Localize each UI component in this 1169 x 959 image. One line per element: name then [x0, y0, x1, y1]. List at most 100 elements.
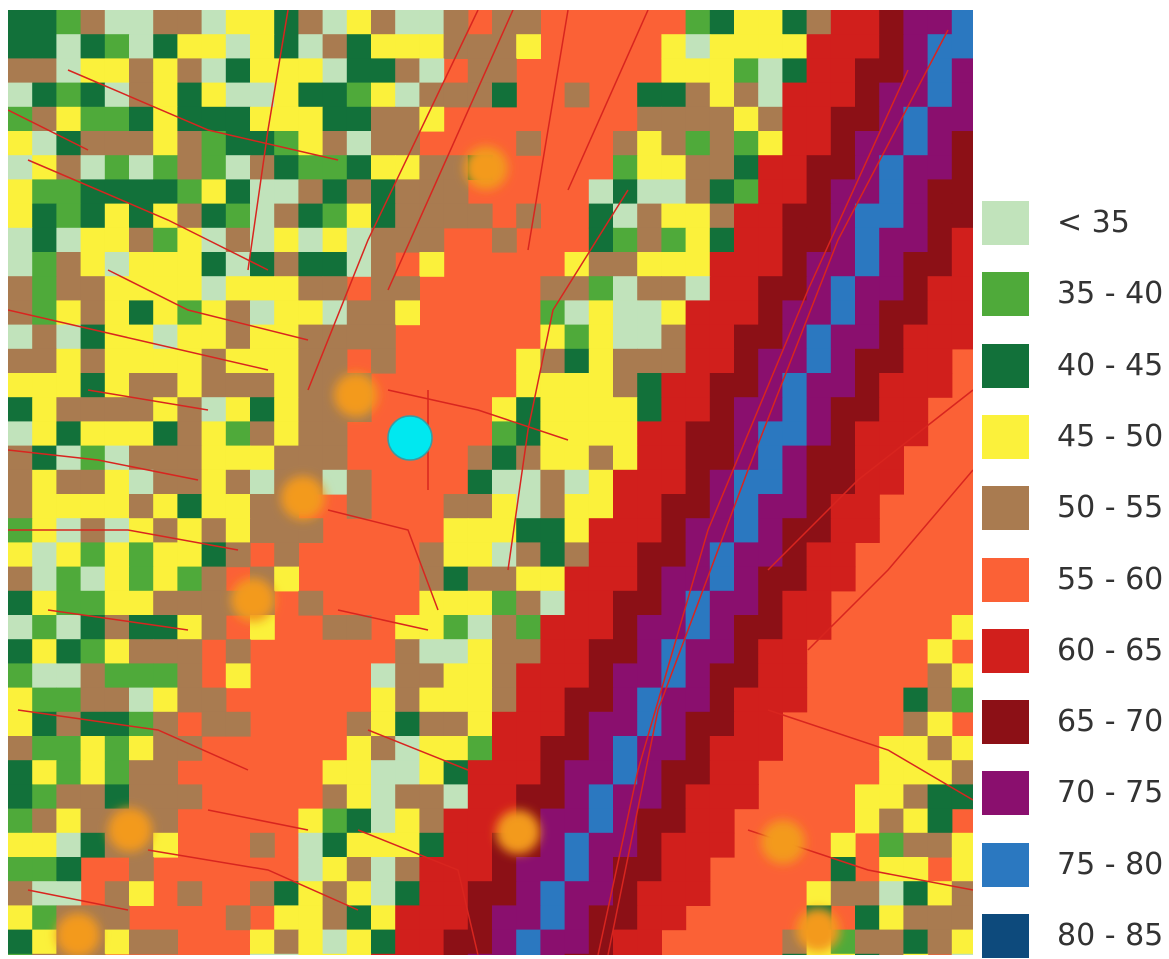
- noise-cell: [758, 639, 783, 664]
- location-marker[interactable]: [387, 415, 433, 461]
- noise-cell: [855, 252, 880, 277]
- noise-cell: [274, 348, 299, 374]
- noise-cell: [613, 929, 638, 955]
- noise-cell: [564, 857, 590, 882]
- noise-cell: [419, 203, 445, 229]
- parcel-boundary: [147, 849, 359, 911]
- noise-cell: [637, 832, 662, 858]
- legend-swatch: [982, 557, 1029, 602]
- noise-cell: [927, 373, 953, 398]
- noise-cell: [298, 179, 324, 205]
- noise-cell: [879, 58, 904, 84]
- noise-cell: [806, 58, 832, 84]
- noise-cell: [516, 905, 541, 931]
- noise-cell: [201, 34, 227, 59]
- noise-cell: [467, 518, 493, 543]
- noise-cell: [32, 808, 57, 834]
- noise-cell: [298, 155, 324, 180]
- noise-cell: [540, 929, 566, 955]
- noise-cell: [734, 615, 759, 640]
- noise-cell: [588, 203, 614, 229]
- noise-cell: [153, 808, 178, 834]
- noise-cell: [153, 711, 178, 737]
- noise-cell: [637, 929, 662, 955]
- noise-cell: [927, 929, 953, 955]
- noise-cell: [758, 300, 783, 326]
- noise-cell: [903, 832, 929, 858]
- noise-cell: [685, 227, 711, 253]
- noise-map[interactable]: [8, 10, 973, 955]
- noise-cell: [8, 203, 33, 229]
- noise-cell: [371, 227, 396, 253]
- noise-cell: [927, 179, 953, 205]
- noise-cell: [274, 397, 299, 422]
- noise-cell: [588, 397, 614, 422]
- noise-cell: [492, 711, 517, 737]
- noise-cell: [758, 663, 783, 689]
- noise-cell: [129, 494, 154, 519]
- noise-cell: [564, 373, 590, 398]
- noise-cell: [588, 711, 614, 737]
- noise-cell: [588, 373, 614, 398]
- noise-cell: [734, 760, 759, 785]
- noise-cell: [903, 227, 929, 253]
- noise-cell: [346, 469, 372, 495]
- noise-sources: [56, 146, 840, 955]
- noise-cell: [80, 58, 106, 84]
- legend-item: 40 - 45: [982, 341, 1169, 389]
- noise-cell: [516, 760, 541, 785]
- noise-cell: [80, 590, 106, 616]
- noise-cell: [395, 82, 420, 108]
- parcel-boundary: [307, 10, 479, 391]
- noise-cell: [927, 808, 953, 834]
- noise-cell: [685, 252, 711, 277]
- noise-cell: [492, 58, 517, 84]
- noise-cell: [443, 639, 469, 664]
- noise-cell: [540, 518, 566, 543]
- legend-label: 55 - 60: [1057, 561, 1164, 597]
- noise-cell: [758, 711, 783, 737]
- noise-cell: [492, 929, 517, 955]
- noise-cell: [129, 155, 154, 180]
- noise-cell: [419, 929, 445, 955]
- noise-cell: [637, 590, 662, 616]
- noise-cell: [782, 179, 808, 205]
- noise-cell: [903, 348, 929, 374]
- noise-cell: [274, 929, 299, 955]
- noise-cell: [298, 590, 324, 616]
- noise-cell: [782, 373, 808, 398]
- parcel-boundary: [27, 889, 129, 911]
- noise-cell: [806, 179, 832, 205]
- noise-source: [761, 820, 805, 864]
- noise-cell: [830, 445, 856, 471]
- noise-cell: [32, 82, 57, 108]
- noise-cell: [8, 566, 33, 592]
- noise-cell: [830, 348, 856, 374]
- noise-cell: [685, 106, 711, 132]
- noise-cell: [806, 34, 832, 59]
- noise-cell: [685, 131, 711, 156]
- noise-cell: [661, 348, 687, 374]
- noise-cell: [637, 808, 662, 834]
- noise-cell: [613, 687, 638, 713]
- noise-cell: [758, 590, 783, 616]
- noise-cell: [104, 566, 130, 592]
- noise-cell: [516, 131, 541, 156]
- noise-cell: [419, 736, 445, 761]
- noise-map-canvas[interactable]: [8, 10, 973, 955]
- noise-cell: [104, 760, 130, 785]
- noise-cell: [225, 155, 251, 180]
- noise-cell: [951, 58, 973, 84]
- noise-cell: [903, 155, 929, 180]
- noise-cell: [395, 203, 420, 229]
- noise-cell: [613, 663, 638, 689]
- noise-cell: [685, 687, 711, 713]
- noise-cell: [177, 566, 203, 592]
- noise-cell: [8, 252, 33, 277]
- noise-cell: [153, 324, 178, 350]
- noise-cell: [225, 905, 251, 931]
- noise-cell: [153, 106, 178, 132]
- noise-cell: [322, 227, 348, 253]
- noise-cell: [274, 82, 299, 108]
- noise-cell: [492, 445, 517, 471]
